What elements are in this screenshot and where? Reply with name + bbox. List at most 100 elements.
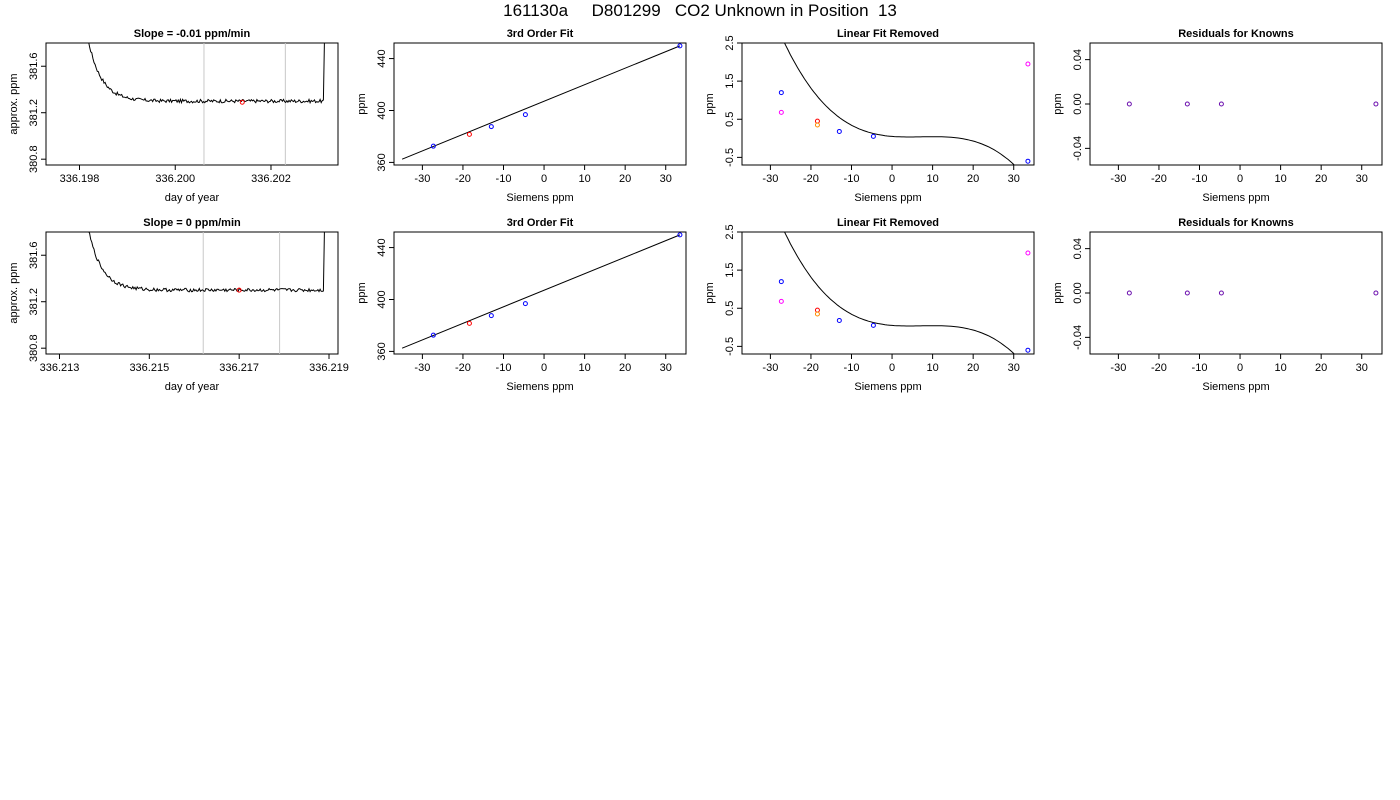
x-axis-label: day of year [165, 192, 220, 204]
x-tick-label: 10 [926, 362, 938, 374]
y-tick-label: 380.8 [28, 334, 40, 362]
x-tick-label: -10 [1192, 362, 1208, 374]
x-tick-label: 30 [660, 173, 672, 185]
x-tick-label: 20 [967, 362, 979, 374]
panel-title: Slope = -0.01 ppm/min [134, 28, 251, 40]
x-axis-label: Siemens ppm [1202, 192, 1269, 204]
data-point [1126, 101, 1132, 107]
x-tick-label: -30 [762, 362, 778, 374]
x-tick-label: -20 [455, 173, 471, 185]
plot-frame [393, 231, 687, 355]
data-point [1373, 290, 1379, 296]
data-point [1218, 101, 1224, 107]
x-tick-label: 336.219 [309, 362, 349, 374]
x-tick-label: 0 [889, 362, 895, 374]
data-point [778, 298, 784, 304]
data-point [466, 131, 472, 137]
data-point [1126, 290, 1132, 296]
x-tick-label: 10 [1274, 173, 1286, 185]
x-tick-label: -30 [1110, 173, 1126, 185]
unknown-marker [236, 287, 242, 293]
y-tick-label: 400 [376, 290, 388, 308]
x-tick-label: 30 [660, 362, 672, 374]
plot-frame [393, 42, 687, 166]
x-axis-label: day of year [165, 381, 220, 393]
x-tick-label: 336.217 [219, 362, 259, 374]
x-tick-label: -20 [1151, 362, 1167, 374]
x-tick-label: -20 [1151, 173, 1167, 185]
ppm-trace [88, 43, 325, 105]
panel-4: Residuals for Knowns -30 -20 -10 0 10 20 30 -0.0… [1052, 28, 1383, 204]
page-title: 161130a D801299 CO2 Unknown in Position … [503, 1, 897, 20]
data-point [1218, 290, 1224, 296]
x-tick-label: 10 [578, 362, 590, 374]
data-point [677, 232, 683, 238]
x-tick-label: 30 [1008, 173, 1020, 185]
x-tick-label: 30 [1356, 173, 1368, 185]
ppm-trace [88, 232, 325, 293]
y-tick-label: 1.5 [724, 73, 736, 88]
y-tick-label: 0.00 [1072, 282, 1084, 303]
x-tick-label: -10 [844, 362, 860, 374]
y-tick-label: 360 [376, 153, 388, 171]
x-tick-label: 0 [541, 173, 547, 185]
unknown-marker [239, 99, 245, 105]
y-tick-label: 0.04 [1072, 49, 1084, 70]
data-point [430, 143, 436, 149]
y-tick-label: 440 [376, 238, 388, 256]
data-point [1184, 290, 1190, 296]
x-tick-label: 0 [889, 173, 895, 185]
x-tick-label: 336.200 [155, 173, 195, 185]
panel-title: 3rd Order Fit [507, 28, 574, 40]
y-tick-label: -0.5 [724, 148, 736, 167]
y-axis-label: approx. ppm [8, 73, 20, 134]
plot-area [1126, 290, 1379, 296]
x-tick-label: 20 [1315, 173, 1327, 185]
data-point [778, 279, 784, 285]
data-point [814, 122, 820, 128]
y-tick-label: -0.04 [1072, 325, 1084, 350]
x-tick-label: -10 [1192, 173, 1208, 185]
x-tick-label: 30 [1356, 362, 1368, 374]
y-tick-label: 2.5 [724, 35, 736, 50]
y-axis-label: approx. ppm [8, 262, 20, 323]
x-tick-label: -30 [762, 173, 778, 185]
x-tick-label: -20 [803, 173, 819, 185]
data-point [778, 109, 784, 115]
x-axis-label: Siemens ppm [854, 192, 921, 204]
y-tick-label: 380.8 [28, 145, 40, 173]
x-tick-label: -20 [803, 362, 819, 374]
plot-area [1126, 101, 1379, 107]
data-point [488, 124, 494, 130]
y-tick-label: 0.5 [724, 112, 736, 127]
plot-frame [1089, 231, 1383, 355]
panel-title: Slope = 0 ppm/min [143, 217, 241, 229]
plot-area [88, 232, 325, 354]
plot-frame [45, 231, 339, 355]
residual-curve [783, 43, 1015, 165]
residual-curve [783, 232, 1015, 354]
panel-2: 3rd Order Fit -30 -20 -10 0 10 20 30 360 400 440 Si… [356, 28, 687, 204]
y-tick-label: 381.2 [28, 288, 40, 316]
x-axis-label: Siemens ppm [506, 381, 573, 393]
y-axis-label: ppm [356, 93, 368, 114]
y-tick-label: -0.5 [724, 337, 736, 356]
y-tick-label: 381.2 [28, 99, 40, 127]
x-tick-label: 0 [541, 362, 547, 374]
data-point [522, 301, 528, 307]
data-point [430, 332, 436, 338]
x-tick-label: -10 [496, 173, 512, 185]
y-tick-label: 0.5 [724, 301, 736, 316]
panel-title: Linear Fit Removed [837, 217, 939, 229]
plot-frame [741, 42, 1035, 166]
plot-area [88, 43, 325, 165]
x-tick-label: -30 [414, 362, 430, 374]
data-point [836, 128, 842, 134]
plot-frame [1089, 42, 1383, 166]
x-tick-label: 20 [619, 362, 631, 374]
y-tick-label: 440 [376, 49, 388, 67]
fit-line [401, 45, 681, 160]
y-axis-label: ppm [1052, 93, 1064, 114]
x-tick-label: 20 [1315, 362, 1327, 374]
x-tick-label: 20 [967, 173, 979, 185]
